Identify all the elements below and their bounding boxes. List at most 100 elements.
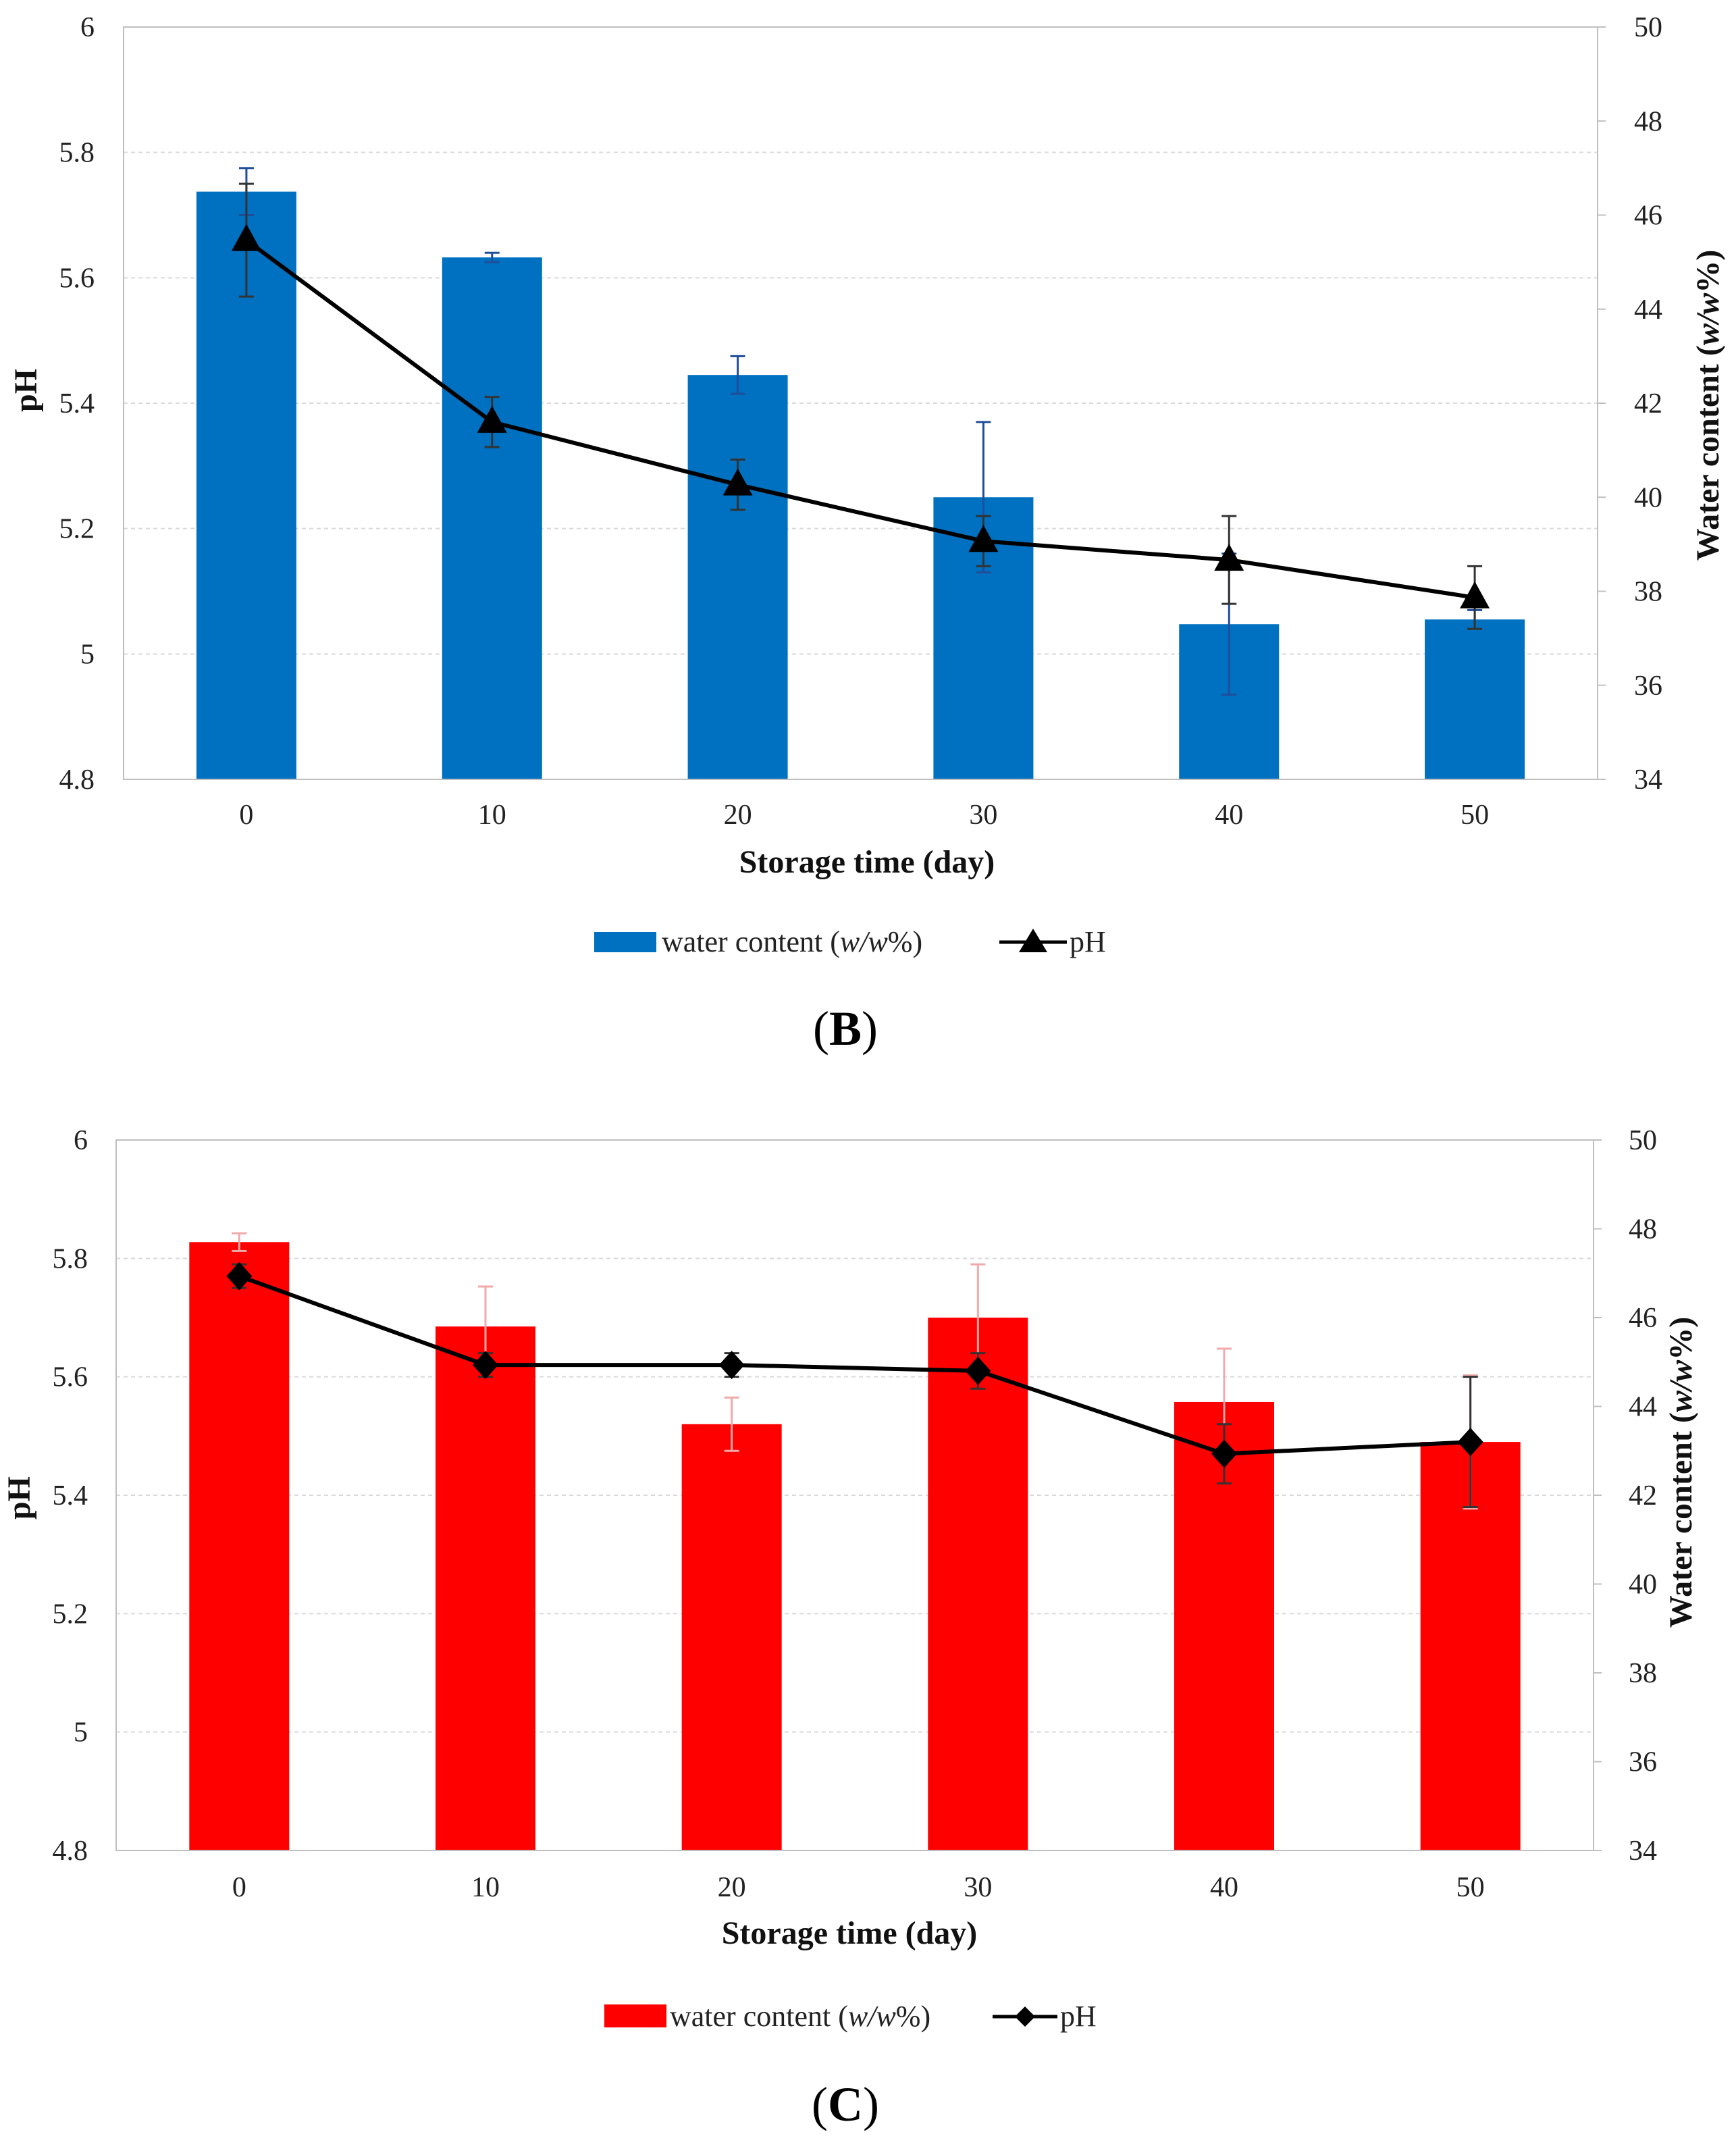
chart-b-legend: water content (w/w%) pH bbox=[594, 925, 1106, 958]
chart-b-legend-marker bbox=[1019, 929, 1047, 952]
chart-c-right-tick-label: 40 bbox=[1629, 1570, 1657, 1601]
chart-c-right-tick-label: 38 bbox=[1629, 1658, 1657, 1689]
chart-c-left-tick-label: 5.8 bbox=[53, 1243, 88, 1274]
chart-b-left-tick-label: 4.8 bbox=[59, 764, 95, 796]
chart-b-bar-error-10 bbox=[484, 251, 500, 263]
chart-c-right-tick-label: 46 bbox=[1629, 1303, 1657, 1334]
chart-c-bars bbox=[189, 1242, 1521, 1850]
chart-c-bar-error-bars bbox=[232, 1232, 1478, 1510]
chart-b-right-tick-label: 36 bbox=[1634, 671, 1662, 702]
chart-b-bar-error-20 bbox=[730, 355, 745, 395]
chart-c-right-tick-label: 36 bbox=[1629, 1747, 1657, 1778]
chart-b-ph-marker-30 bbox=[968, 525, 999, 552]
chart-c: 4.8 5 5.2 5.4 5.6 5.8 6 34 36 38 40 42 44 46 48 50 0 10… bbox=[1, 1125, 1699, 2131]
chart-c-bar-10 bbox=[436, 1326, 535, 1850]
chart-b-x-axis-title: Storage time (day) bbox=[739, 844, 995, 880]
chart-b-left-tick-label: 5.8 bbox=[59, 138, 95, 169]
chart-b-right-tick-label: 42 bbox=[1634, 388, 1662, 419]
chart-c-x-tick-label: 20 bbox=[718, 1872, 746, 1903]
chart-b-left-axis-ticks: 4.8 5 5.2 5.4 5.6 5.8 6 bbox=[59, 12, 95, 796]
chart-b-right-tick-label: 46 bbox=[1634, 201, 1662, 232]
chart-b-right-tick-label: 38 bbox=[1634, 577, 1662, 608]
chart-c-bar-20 bbox=[681, 1424, 782, 1850]
chart-c-x-tick-label: 30 bbox=[964, 1872, 992, 1903]
chart-c-right-axis-title: Water content (w/w%) bbox=[1663, 1317, 1699, 1628]
chart-c-panel-label: (C) bbox=[812, 2077, 879, 2131]
chart-b-ph-marker-20 bbox=[722, 468, 753, 496]
chart-c-right-tick-label: 44 bbox=[1629, 1392, 1657, 1423]
chart-b-bar-10 bbox=[442, 257, 542, 780]
chart-c-right-tick-label: 42 bbox=[1629, 1480, 1657, 1511]
chart-b-left-tick-label: 5 bbox=[80, 639, 95, 670]
chart-c-bar-error-0 bbox=[232, 1232, 247, 1252]
chart-b-ph-marker-10 bbox=[477, 405, 507, 433]
chart-b-x-tick-label: 0 bbox=[239, 800, 253, 831]
chart-b-x-tick-label: 10 bbox=[478, 800, 506, 831]
chart-c-left-tick-label: 5.2 bbox=[53, 1599, 88, 1630]
chart-c-right-tick-label: 50 bbox=[1629, 1125, 1657, 1156]
chart-c-left-axis-ticks: 4.8 5 5.2 5.4 5.6 5.8 6 bbox=[53, 1125, 88, 1867]
chart-c-legend: water content (w/w%) pH bbox=[604, 2000, 1097, 2033]
chart-c-gridlines bbox=[116, 1139, 1594, 1733]
chart-c-legend-line-label: pH bbox=[1060, 2000, 1097, 2033]
chart-b-x-tick-label: 20 bbox=[724, 800, 752, 831]
chart-c-ph-marker-0 bbox=[226, 1262, 253, 1291]
chart-b-panel-label: (B) bbox=[813, 1002, 878, 1056]
chart-c-right-tick-label: 34 bbox=[1629, 1836, 1657, 1867]
chart-b-left-tick-label: 5.4 bbox=[59, 388, 95, 419]
chart-c-bar-50 bbox=[1420, 1442, 1521, 1850]
chart-c-legend-bar-label: water content (w/w%) bbox=[670, 2000, 930, 2033]
chart-b-bar-error-bars bbox=[238, 167, 1483, 696]
chart-b-x-tick-label: 40 bbox=[1215, 800, 1243, 831]
chart-b-left-tick-label: 5.2 bbox=[59, 514, 95, 545]
chart-b-right-axis-ticks: 34 36 38 40 42 44 46 48 50 bbox=[1598, 12, 1662, 796]
chart-c-bar-error-20 bbox=[724, 1396, 739, 1452]
chart-b-legend-bar-swatch bbox=[594, 932, 656, 952]
chart-c-ph-marker-30 bbox=[965, 1356, 991, 1385]
chart-c-x-tick-label: 10 bbox=[471, 1872, 500, 1903]
chart-c-x-axis-title: Storage time (day) bbox=[722, 1915, 978, 1951]
chart-b-ph-marker-40 bbox=[1214, 544, 1244, 571]
chart-b-legend-bar-label: water content (w/w%) bbox=[662, 925, 922, 958]
chart-b-ph-error-bars bbox=[238, 182, 1483, 630]
chart-c-left-axis-title: pH bbox=[1, 1476, 37, 1520]
chart-c-x-tick-label: 40 bbox=[1210, 1872, 1238, 1903]
chart-b-right-tick-label: 40 bbox=[1634, 482, 1662, 513]
chart-c-x-tick-label: 0 bbox=[232, 1872, 246, 1903]
chart-c-ph-marker-20 bbox=[718, 1351, 745, 1380]
chart-c-bar-30 bbox=[928, 1318, 1028, 1850]
chart-b-ph-markers bbox=[231, 224, 1490, 608]
chart-c-ph-error-bars bbox=[232, 1263, 1478, 1509]
chart-c-x-axis-ticks: 0 10 20 30 40 50 bbox=[232, 1872, 1485, 1903]
chart-b-left-axis-title: pH bbox=[8, 369, 44, 412]
chart-b-gridlines bbox=[124, 26, 1598, 655]
chart-c-left-tick-label: 4.8 bbox=[53, 1836, 88, 1867]
chart-b-right-axis-title: Water content (w/w%) bbox=[1690, 250, 1726, 561]
chart-b-ph-polyline bbox=[245, 238, 1475, 600]
chart-c-left-tick-label: 6 bbox=[74, 1125, 88, 1156]
chart-c-ph-marker-40 bbox=[1211, 1439, 1237, 1468]
chart-b-left-tick-label: 5.6 bbox=[59, 263, 95, 294]
chart-b-right-tick-label: 34 bbox=[1634, 764, 1662, 796]
chart-c-left-tick-label: 5.4 bbox=[53, 1480, 88, 1511]
chart-b-x-tick-label: 50 bbox=[1461, 800, 1489, 831]
chart-c-ph-line bbox=[238, 1274, 1471, 1456]
chart-b-legend-line-label: pH bbox=[1070, 925, 1106, 958]
chart-c-left-tick-label: 5 bbox=[74, 1717, 88, 1748]
chart-b-bar-20 bbox=[687, 375, 788, 779]
chart-c-right-axis-ticks: 34 36 38 40 42 44 46 48 50 bbox=[1594, 1125, 1657, 1867]
chart-c-ph-markers bbox=[226, 1262, 1483, 1468]
chart-b-right-tick-label: 50 bbox=[1634, 12, 1662, 43]
chart-b-right-tick-label: 48 bbox=[1634, 106, 1662, 137]
chart-b-ph-line bbox=[245, 238, 1475, 600]
chart-b-bars bbox=[196, 191, 1525, 780]
chart-c-bar-0 bbox=[189, 1242, 290, 1850]
chart-b-ph-marker-50 bbox=[1460, 581, 1490, 608]
chart-b-left-tick-label: 6 bbox=[80, 12, 95, 43]
chart-c-right-tick-label: 48 bbox=[1629, 1214, 1657, 1245]
chart-c-left-tick-label: 5.6 bbox=[53, 1362, 88, 1393]
chart-c-ph-marker-10 bbox=[473, 1351, 498, 1380]
chart-b-right-tick-label: 44 bbox=[1634, 294, 1662, 326]
chart-c-x-tick-label: 50 bbox=[1456, 1872, 1485, 1903]
